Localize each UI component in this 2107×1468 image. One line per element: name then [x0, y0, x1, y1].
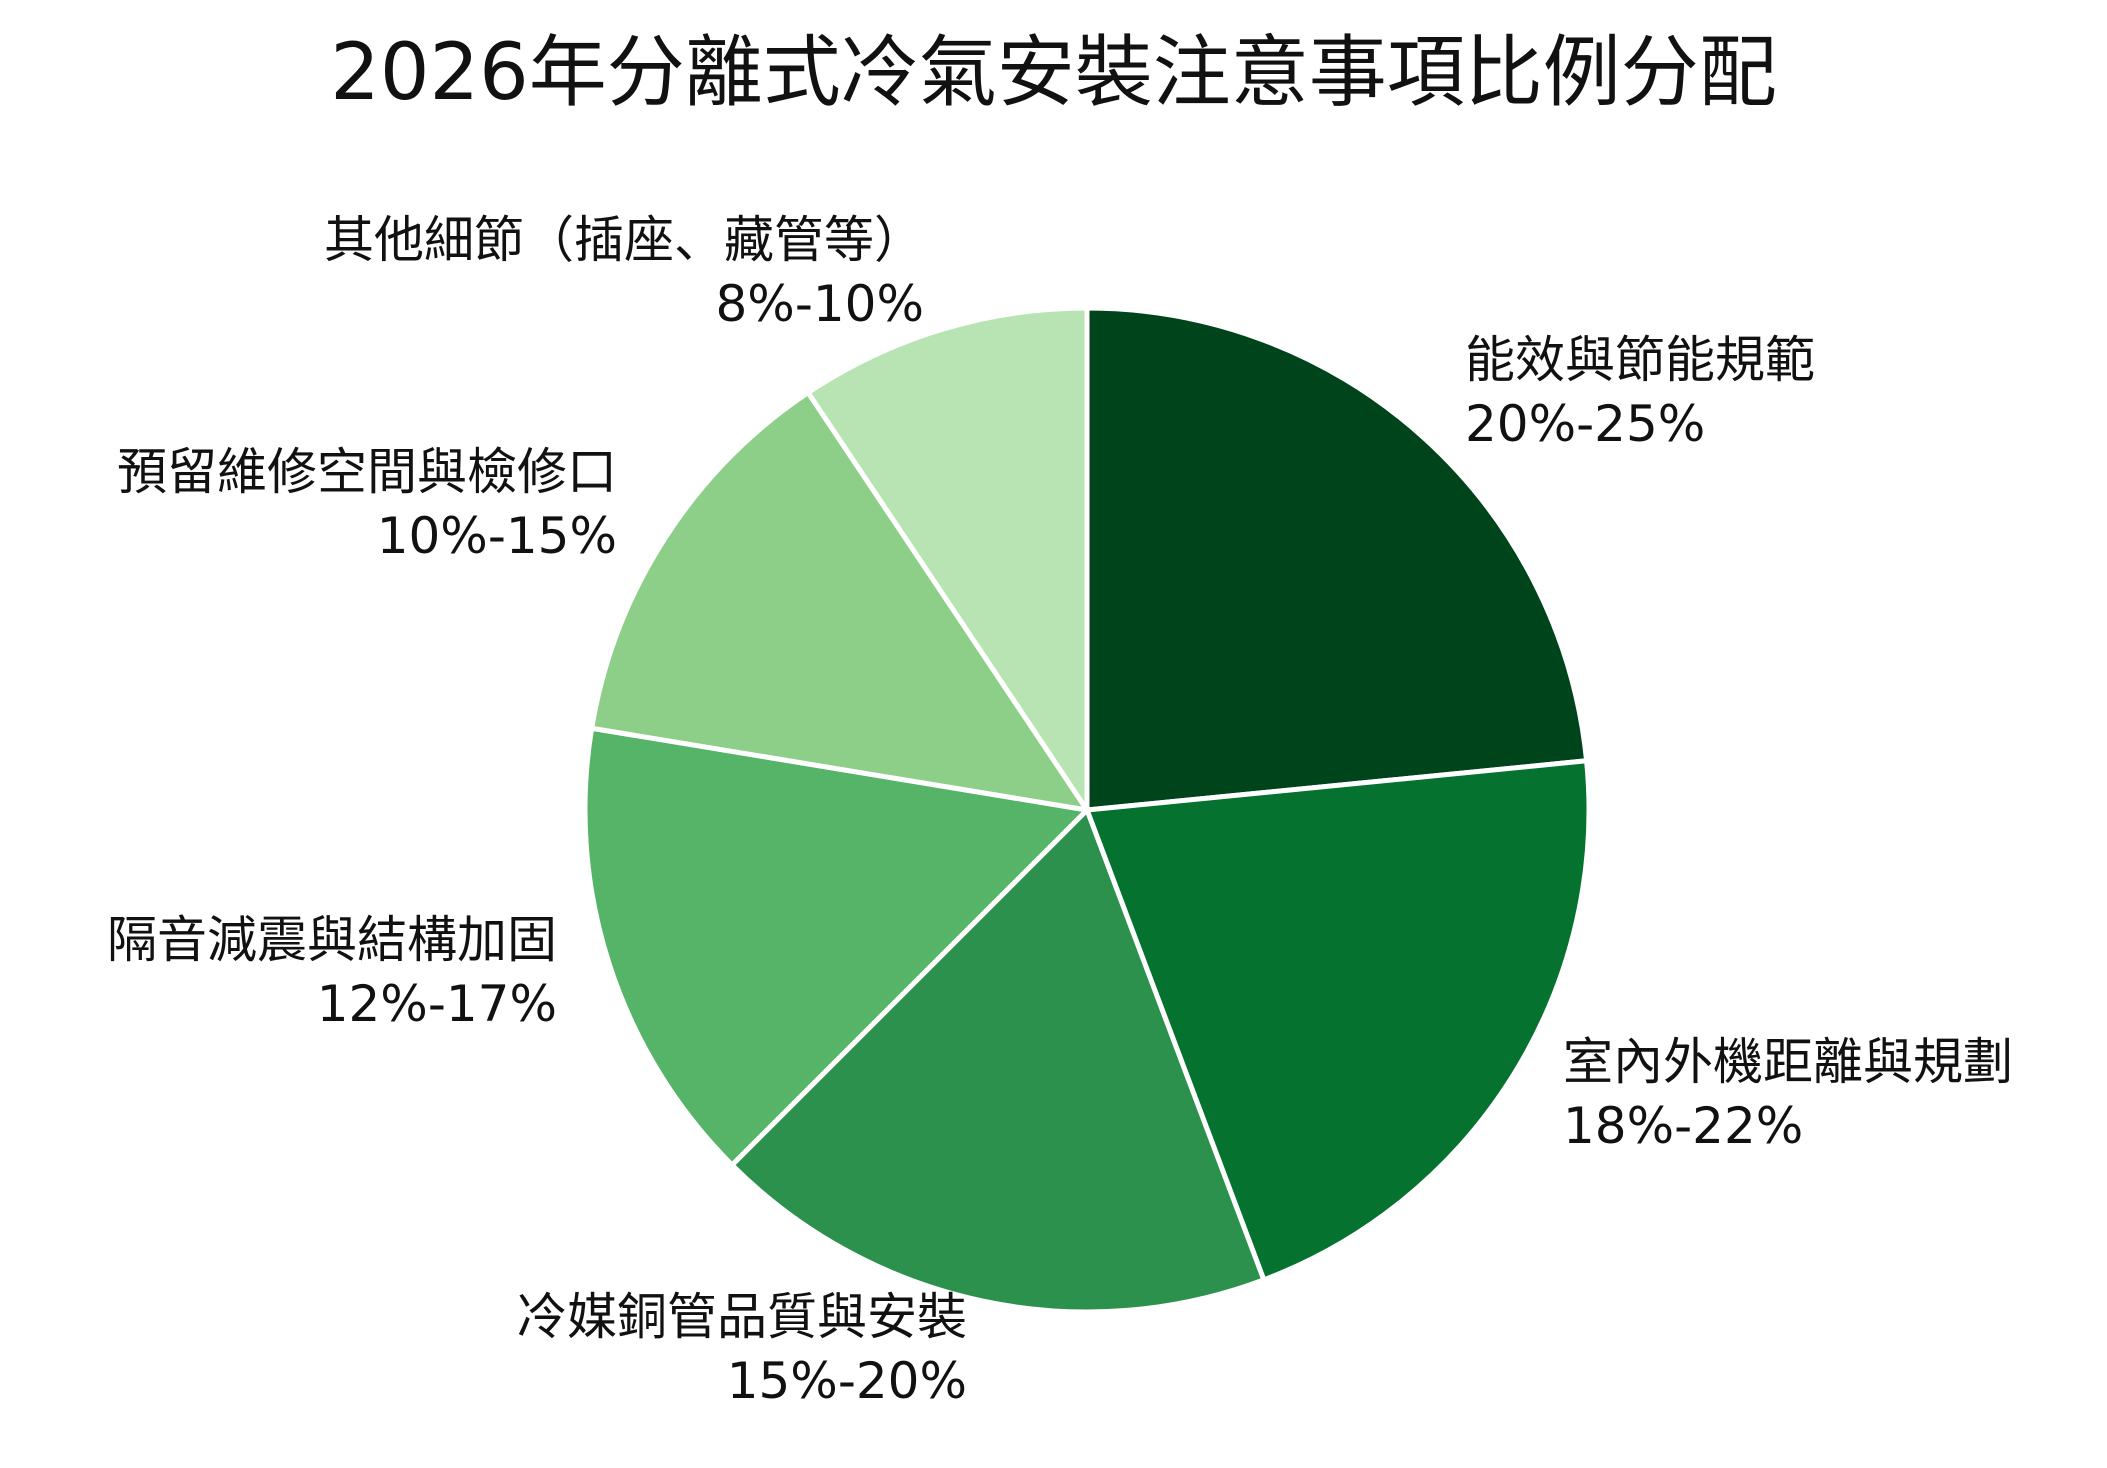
slice-label-text: 能效與節能規範: [1465, 331, 1815, 389]
slice-label-text: 隔音減震與結構加固: [107, 911, 557, 969]
slice-percent-text: 15%-20%: [726, 1352, 967, 1410]
slice-label-maintenance-space: 預留維修空間與檢修口 10%-15%: [117, 440, 617, 568]
pie-slice-4: [589, 390, 1090, 813]
slice-percent-text: 8%-10%: [715, 275, 925, 333]
slice-label-indoor-outdoor-distance: 室內外機距離與規劃 18%-22%: [1563, 1030, 2013, 1158]
pie-slice-2: [729, 807, 1267, 1315]
slice-percent-text: 12%-17%: [316, 975, 557, 1033]
pie-slice-0: [1084, 305, 1590, 813]
pie-slice-3: [582, 725, 1090, 1168]
slice-label-energy-efficiency: 能效與節能規範 20%-25%: [1465, 328, 1815, 456]
slice-label-text: 冷媒銅管品質與安裝: [517, 1288, 967, 1346]
chart-title: 2026年分離式冷氣安裝注意事項比例分配: [330, 28, 1777, 118]
pie-slice-1: [1084, 758, 1592, 1283]
slice-label-refrigerant-pipe: 冷媒銅管品質與安裝 15%-20%: [517, 1285, 967, 1413]
slice-label-text: 預留維修空間與檢修口: [117, 443, 617, 501]
pie-slice-5: [805, 305, 1090, 813]
slice-percent-text: 10%-15%: [376, 507, 617, 565]
slice-label-soundproof-vibration: 隔音減震與結構加固 12%-17%: [107, 908, 557, 1036]
slice-label-text: 其他細節（插座、藏管等）: [324, 211, 924, 269]
slice-percent-text: 20%-25%: [1465, 395, 1706, 453]
slice-percent-text: 18%-22%: [1563, 1097, 1804, 1155]
slice-label-text: 室內外機距離與規劃: [1563, 1033, 2013, 1091]
slice-label-other-details: 其他細節（插座、藏管等） 8%-10%: [324, 208, 924, 336]
